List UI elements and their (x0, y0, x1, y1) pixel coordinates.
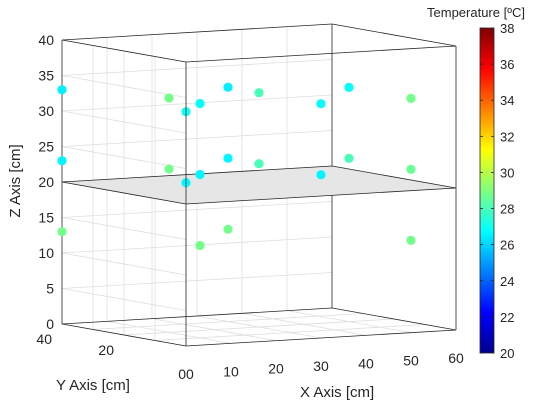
data-point (164, 93, 174, 103)
data-point (254, 159, 264, 169)
colorbar-tick-label: 38 (500, 21, 514, 36)
z-plane-surface (61, 165, 457, 205)
data-point (344, 82, 354, 92)
y-axis-label: Y Axis [cm] (56, 377, 130, 394)
z-tick-label: 0 (46, 316, 54, 332)
data-point (316, 99, 326, 109)
z-tick-label: 20 (38, 174, 54, 190)
box-edge (61, 23, 333, 41)
colorbar-tick-label: 28 (500, 202, 514, 217)
colorbar-title: Temperature [ºC] (427, 5, 525, 20)
z-tick-label: 10 (38, 245, 54, 261)
data-point (57, 227, 67, 237)
grid-line-y-floor (92, 313, 364, 330)
data-point (164, 164, 174, 174)
colorbar-tick-label: 34 (500, 93, 514, 108)
colorbar-tick-label: 32 (500, 129, 514, 144)
data-point (254, 88, 264, 98)
data-point (223, 224, 233, 234)
box-edge (61, 323, 187, 347)
x-tick-label: 40 (358, 355, 374, 371)
colorbar-tick-label: 26 (500, 238, 514, 253)
data-point (344, 153, 354, 163)
data-point (195, 240, 205, 251)
y-tick-label: 20 (98, 342, 114, 358)
data-point (406, 235, 416, 245)
colorbar: Temperature [ºC] 20 22 24 26 28 30 32 34 36 38 (427, 5, 525, 361)
colorbar-ticks: 20 22 24 26 28 30 32 34 36 38 (480, 21, 514, 361)
z-tick-label: 30 (38, 103, 54, 119)
data-point (223, 82, 233, 92)
colorbar-tick-label: 24 (500, 274, 514, 289)
x-tick-label: 10 (223, 363, 239, 379)
z-tick-label: 25 (38, 139, 54, 155)
colorbar-tick-label: 30 (500, 165, 514, 180)
axes-box-front (61, 23, 457, 346)
data-point (316, 170, 326, 180)
box-edge (331, 307, 457, 331)
z-axis-label: Z Axis [cm] (7, 144, 24, 217)
data-point (195, 98, 205, 109)
box-edge (185, 329, 457, 347)
y-tick-label: 40 (36, 331, 52, 347)
grid-line-y-floor (154, 324, 426, 341)
data-points (57, 82, 416, 251)
x-tick-label: 60 (448, 350, 464, 366)
box-edge (331, 23, 457, 47)
colorbar-tick-label: 20 (500, 346, 514, 361)
data-point (195, 169, 205, 180)
grid-line-y-floor (123, 318, 395, 336)
data-point (406, 93, 416, 103)
colorbar-gradient (479, 27, 495, 354)
data-point (223, 153, 233, 163)
z-plane (61, 165, 457, 205)
data-point (57, 156, 67, 166)
x-tick-label: 00 (178, 366, 194, 382)
x-tick-label: 50 (403, 353, 419, 369)
z-tick-label: 35 (38, 68, 54, 84)
colorbar-tick-label: 36 (500, 57, 514, 72)
z-tick-label: 40 (38, 32, 54, 48)
box-edge (61, 39, 187, 63)
data-point (57, 85, 67, 95)
data-point (406, 164, 416, 174)
box-edge (61, 307, 333, 325)
x-axis-label: X Axis [cm] (300, 384, 374, 401)
x-tick-label: 30 (313, 358, 329, 374)
colorbar-tick-label: 22 (500, 310, 514, 325)
x-tick-label: 20 (268, 361, 284, 377)
z-tick-label: 5 (46, 281, 54, 297)
box-edge (185, 45, 457, 63)
tick-labels: 0 5 10 15 20 25 30 35 40 00 10 20 30 40 50 60 20 40 (36, 32, 464, 382)
z-tick-label: 15 (38, 210, 54, 226)
